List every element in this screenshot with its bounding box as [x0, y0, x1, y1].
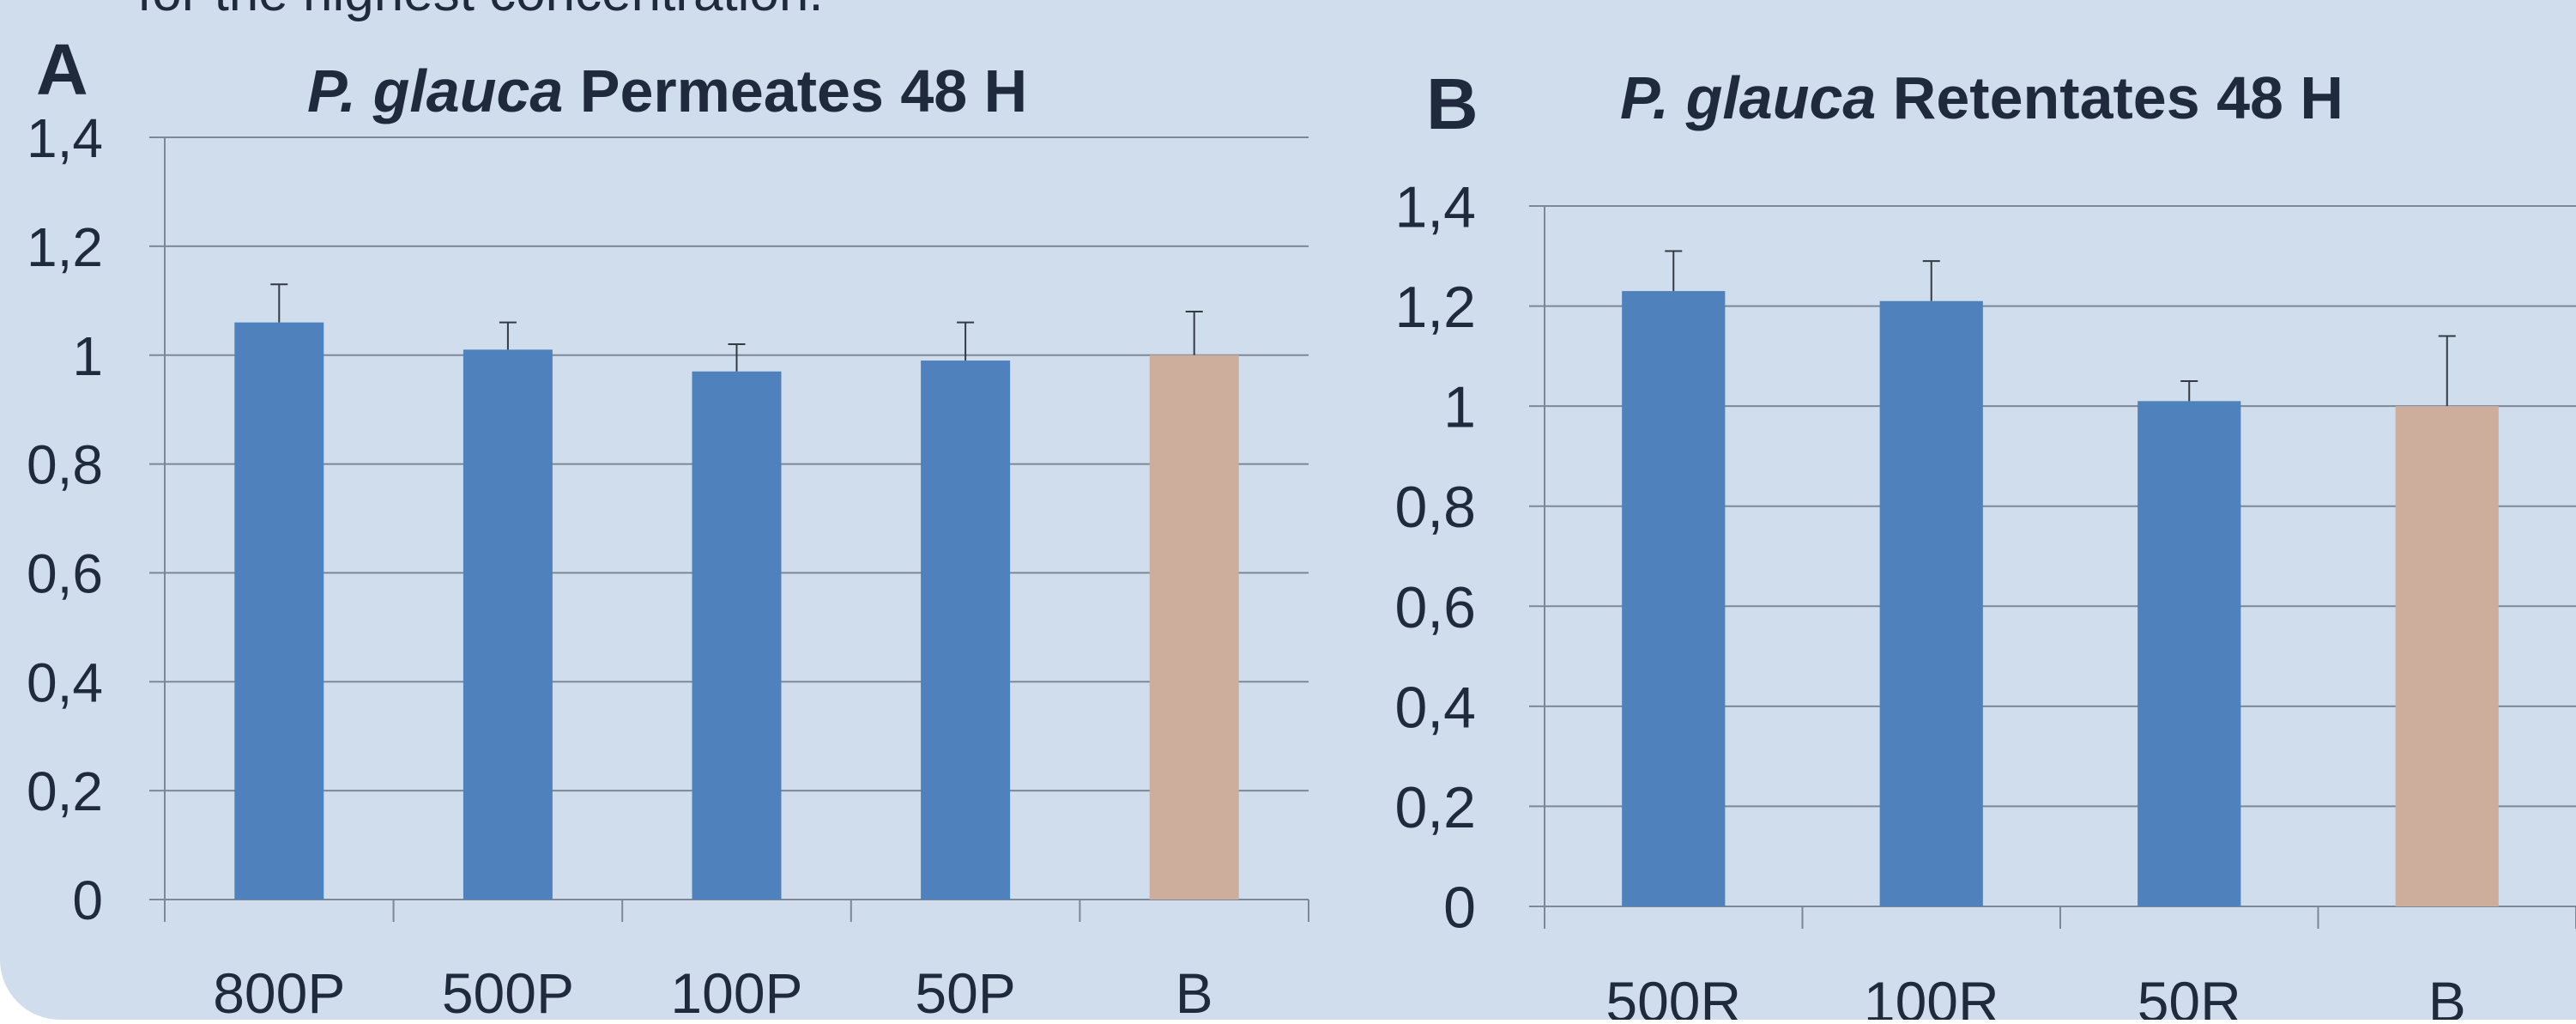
y-tick-label: 0 [72, 869, 103, 931]
bar-b-500r [1622, 291, 1726, 907]
y-tick-label: 0,4 [27, 651, 103, 713]
header-fragment: for the highest concentration. [137, 0, 824, 22]
y-tick-label: 1,2 [27, 216, 103, 278]
panel-label-a: A [36, 29, 88, 110]
chart-a: A P. glauca Permeates 48 H 0 0,2 0,4 0,6 0,8… [27, 29, 1309, 1024]
y-tick-label: 0,8 [1394, 475, 1476, 540]
x-category-label: 50R [2138, 970, 2241, 1020]
x-category-label: B [2428, 970, 2466, 1020]
bar-a-800p [234, 322, 324, 900]
bar-b-50r [2138, 401, 2241, 906]
x-category-label: 500R [1605, 970, 1741, 1020]
bar-a-100p [692, 371, 782, 900]
x-category-label: 500P [442, 961, 574, 1020]
y-tick-label: 1,4 [27, 107, 103, 169]
chart-b-title-italic: P. glauca [1620, 64, 1876, 131]
y-tick-label: 0,4 [1394, 675, 1476, 740]
y-tick-label: 0,2 [27, 760, 103, 822]
y-tick-label: 1 [72, 325, 103, 387]
chart-b-title-rest: Retentates 48 H [1876, 64, 2343, 131]
x-category-label: 50P [915, 961, 1015, 1020]
y-tick-label: 0,2 [1394, 775, 1476, 840]
chart-a-title-italic: P. glauca [307, 58, 563, 124]
y-tick-label: 0,8 [27, 434, 103, 496]
bar-a-b [1149, 354, 1239, 900]
x-category-label: 100R [1864, 970, 1999, 1020]
x-category-label: 100P [670, 961, 802, 1020]
y-tick-label: 1 [1443, 375, 1476, 440]
bar-b-b [2395, 406, 2499, 907]
y-tick-label: 1,4 [1394, 174, 1476, 239]
y-tick-label: 0,6 [1394, 575, 1476, 640]
bar-a-50p [921, 361, 1011, 900]
x-category-label: 800P [213, 961, 345, 1020]
bar-a-500p [463, 349, 553, 900]
chart-b: B P. glauca Retentates 48 H 0 0,2 0,4 0,6 0,… [1394, 64, 2576, 1024]
chart-b-title: P. glauca Retentates 48 H [1620, 64, 2343, 131]
y-tick-label: 1,2 [1394, 275, 1476, 340]
x-category-label: B [1176, 961, 1213, 1020]
chart-a-title: P. glauca Permeates 48 H [307, 58, 1027, 124]
bar-b-100r [1879, 300, 1983, 906]
chart-a-title-rest: Permeates 48 H [563, 58, 1027, 124]
y-tick-label: 0 [1443, 875, 1476, 940]
y-tick-label: 0,6 [27, 542, 103, 604]
panel-label-b: B [1426, 64, 1478, 144]
